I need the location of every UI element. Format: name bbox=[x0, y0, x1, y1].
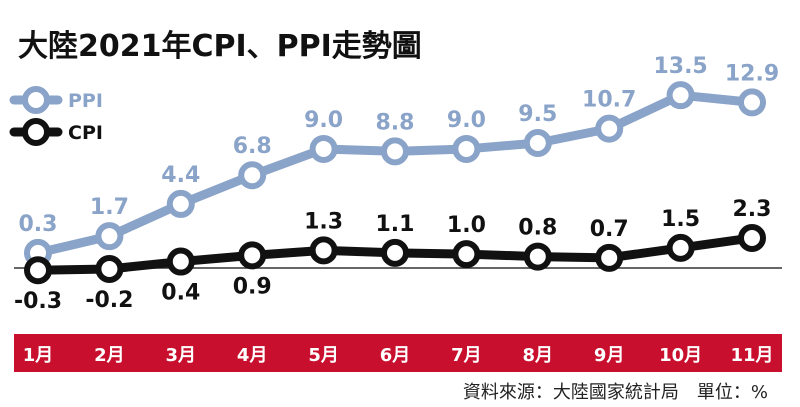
legend-cpi-label: CPI bbox=[68, 122, 103, 144]
cpi-point bbox=[24, 256, 52, 285]
cpi-data-label: 0.8 bbox=[518, 216, 557, 241]
ppi-data-label: 12.9 bbox=[725, 61, 779, 86]
cpi-point bbox=[595, 243, 624, 272]
x-tick-label: 7月 bbox=[451, 345, 482, 366]
cpi-data-label: 0.4 bbox=[161, 281, 200, 306]
ppi-data-label: 13.5 bbox=[653, 54, 707, 79]
cpi-point bbox=[381, 238, 409, 267]
cpi-data-label: -0.2 bbox=[85, 288, 133, 313]
x-tick-label: 8月 bbox=[523, 345, 554, 366]
ppi-point bbox=[738, 88, 766, 117]
cpi-point bbox=[452, 240, 481, 269]
legend: PPI CPI bbox=[9, 86, 103, 146]
x-tick-label: 1月 bbox=[23, 345, 54, 366]
ppi-point bbox=[381, 137, 409, 166]
chart-title: 大陸2021年CPI、PPI走勢圖 bbox=[18, 29, 422, 64]
ppi-data-label: 9.0 bbox=[447, 108, 486, 133]
ppi-point bbox=[595, 114, 624, 143]
ppi-point bbox=[666, 81, 695, 110]
ppi-point bbox=[523, 128, 552, 157]
cpi-point bbox=[738, 223, 766, 252]
cpi-data-label: -0.3 bbox=[14, 289, 62, 314]
ppi-data-label: 10.7 bbox=[582, 88, 636, 113]
x-tick-label: 5月 bbox=[308, 345, 339, 366]
ppi-data-label: 4.4 bbox=[161, 163, 200, 188]
ppi-data-label: 9.5 bbox=[518, 102, 557, 127]
cpi-point bbox=[523, 242, 552, 271]
cpi-data-label: 1.1 bbox=[376, 212, 415, 237]
cpi-data-label: 1.0 bbox=[447, 213, 486, 238]
x-tick-label: 6月 bbox=[380, 345, 411, 366]
x-tick-label: 4月 bbox=[237, 345, 268, 366]
ppi-point bbox=[452, 134, 481, 163]
x-tick-label: 11月 bbox=[730, 345, 773, 366]
x-tick-label: 3月 bbox=[166, 345, 197, 366]
cpi-data-label: 0.7 bbox=[590, 217, 629, 242]
x-tick-label: 9月 bbox=[594, 345, 625, 366]
cpi-data-label: 1.3 bbox=[304, 209, 343, 234]
ppi-data-label: 6.8 bbox=[233, 134, 272, 159]
ppi-data-label: 9.0 bbox=[304, 108, 343, 133]
cpi-data-label: 2.3 bbox=[733, 197, 772, 222]
legend-ppi-marker bbox=[22, 86, 50, 114]
x-tick-label: 10月 bbox=[659, 345, 702, 366]
cpi-data-label: 0.9 bbox=[233, 274, 272, 299]
cpi-point bbox=[238, 241, 267, 270]
cpi-point bbox=[95, 254, 124, 283]
plot-area: 1月 2月 3月 4月 5月 6月 7月 8月 9月 10月 11月 0.3 1.7 4.4 6.8 9.0 8… bbox=[14, 54, 779, 366]
ppi-data-label: 8.8 bbox=[376, 110, 415, 135]
cpi-data-label: 1.5 bbox=[661, 207, 700, 232]
ppi-point bbox=[166, 189, 195, 218]
ppi-point bbox=[309, 134, 338, 163]
ppi-point bbox=[238, 161, 267, 190]
x-axis-band bbox=[14, 334, 782, 372]
cpi-point bbox=[309, 236, 338, 265]
source-note: 資料來源：大陸國家統計局 單位：% bbox=[463, 382, 768, 403]
ppi-point bbox=[95, 222, 124, 251]
legend-ppi-label: PPI bbox=[68, 90, 103, 112]
cpi-point bbox=[666, 233, 695, 262]
cpi-point bbox=[166, 247, 195, 276]
ppi-data-label: 0.3 bbox=[19, 212, 58, 237]
x-tick-label: 2月 bbox=[94, 345, 125, 366]
legend-cpi-marker bbox=[22, 118, 50, 146]
ppi-data-label: 1.7 bbox=[90, 195, 129, 220]
